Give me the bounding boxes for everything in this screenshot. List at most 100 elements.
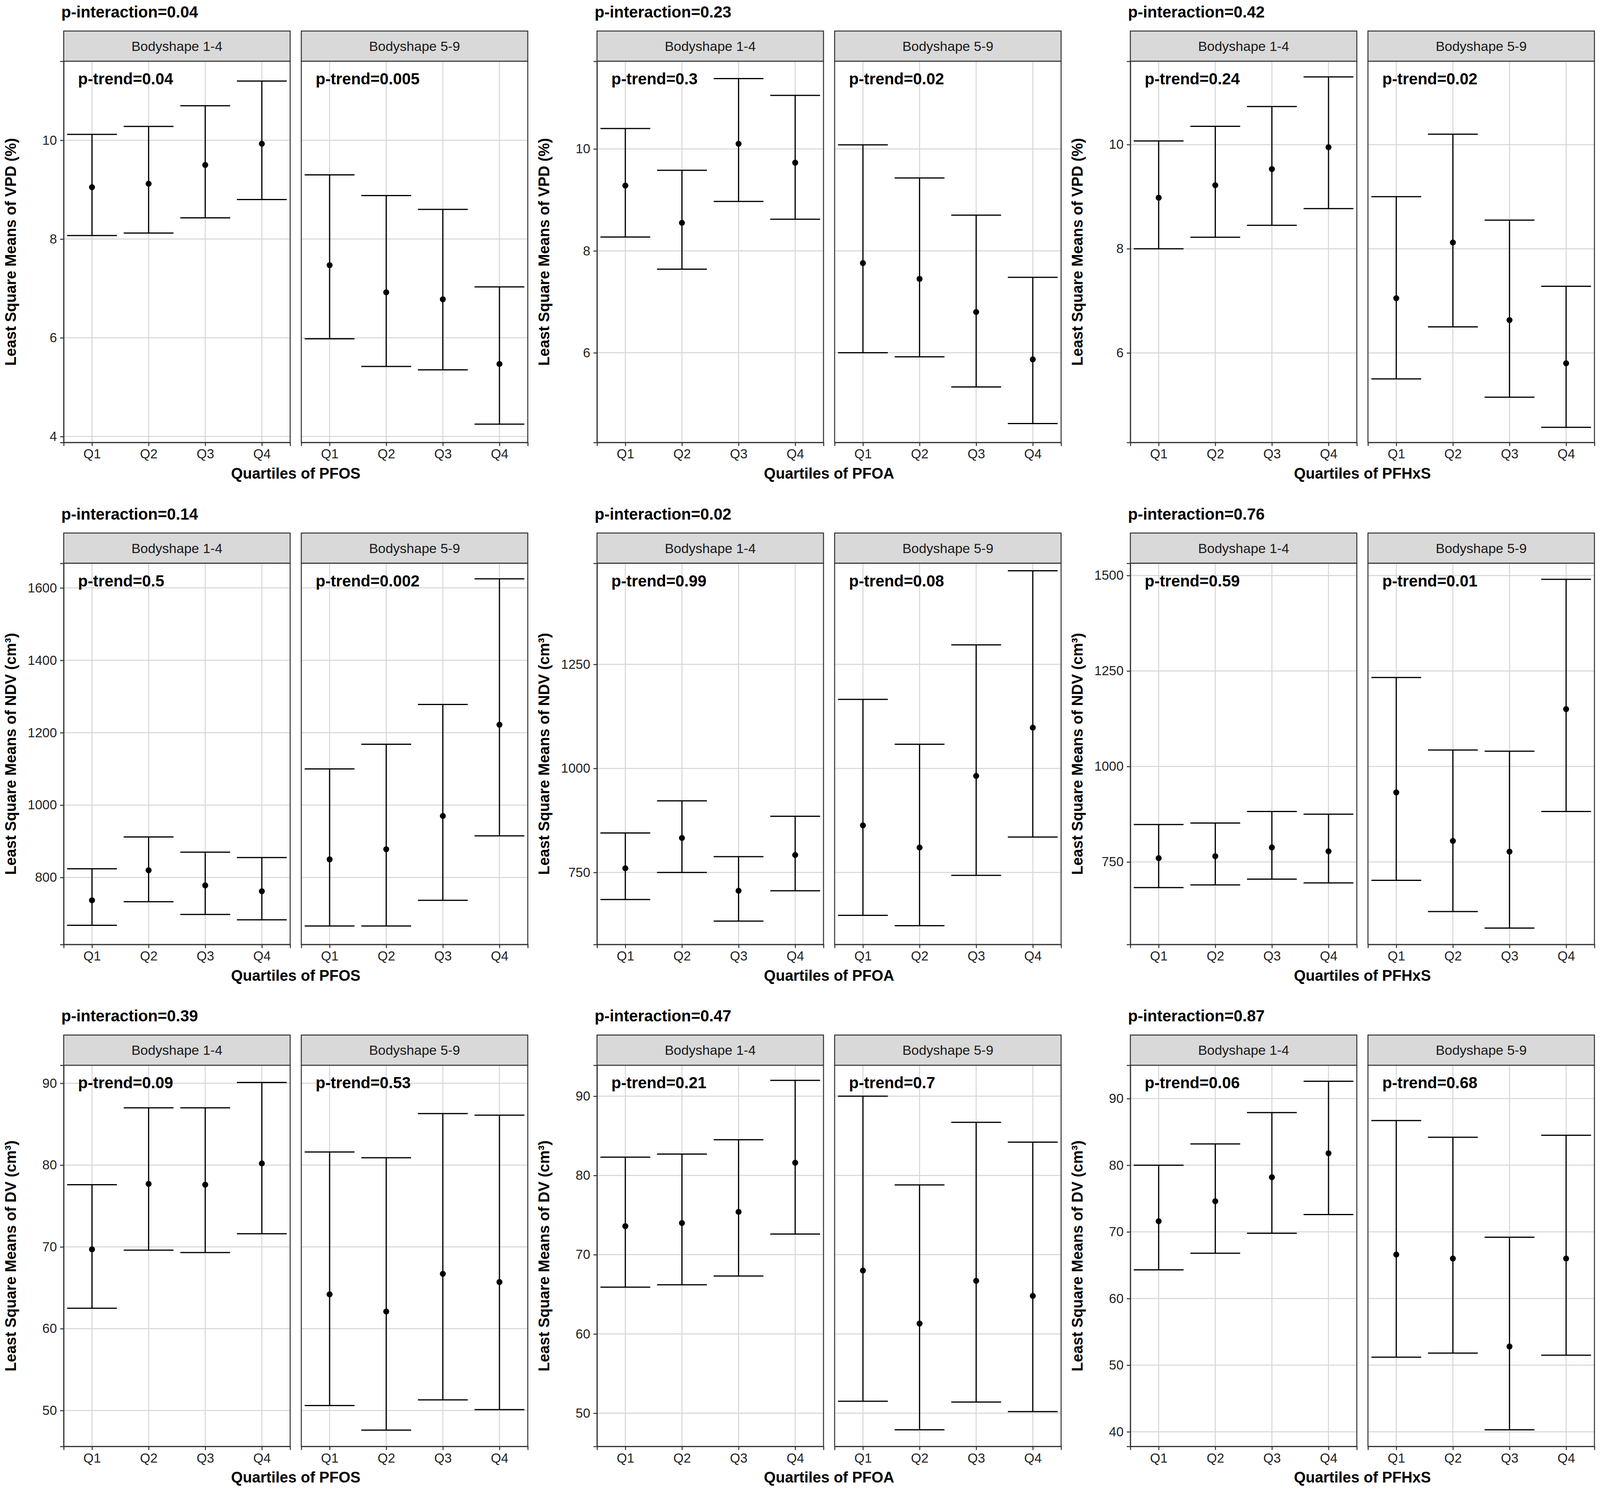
- tick: Q1: [854, 442, 873, 462]
- error-bar: [838, 1096, 888, 1402]
- grid-line: [1328, 563, 1330, 945]
- tick: Q3: [729, 944, 748, 964]
- tick-mark: [1032, 944, 1034, 949]
- tick: Q4: [786, 1446, 804, 1466]
- x-axis: Q1Q2Q3Q4: [64, 1446, 291, 1466]
- x-axis: Q1Q2Q3Q4: [301, 944, 529, 964]
- tick: 90: [575, 1088, 598, 1104]
- tick-label: 1400: [27, 653, 57, 668]
- strip: [1130, 533, 1357, 564]
- x-axis: Q1Q2Q3Q4: [1368, 442, 1595, 462]
- tick-label: Q1: [616, 446, 635, 462]
- tick: 6: [49, 330, 64, 346]
- grid-line: [597, 768, 824, 770]
- point: [1449, 239, 1456, 246]
- axis-line: [593, 61, 598, 443]
- grid-line: [834, 664, 1062, 666]
- tick-mark: [60, 1164, 64, 1167]
- grid-line: [301, 238, 528, 240]
- panel-background: [834, 1065, 1062, 1447]
- grid-line: [834, 1333, 1062, 1335]
- tick-mark: [919, 944, 921, 949]
- tick-mark: [1395, 944, 1398, 949]
- axis-line: [64, 944, 291, 949]
- annotation: p-trend=0.99: [611, 572, 707, 590]
- annotation: p-trend=0.53: [315, 1074, 411, 1092]
- point: [383, 289, 390, 296]
- strip-label: Bodyshape 1-4: [664, 38, 756, 54]
- tick: 6: [1116, 345, 1131, 361]
- point: [622, 182, 629, 189]
- tick: 40: [1108, 1424, 1131, 1440]
- tick-mark: [1509, 944, 1511, 949]
- error-bar: [838, 699, 888, 916]
- tick-mark: [1126, 1365, 1131, 1367]
- tick-label: Q1: [1150, 446, 1168, 462]
- tick-label: Q1: [854, 446, 873, 462]
- tick-label: Q4: [786, 446, 804, 462]
- point: [973, 773, 980, 780]
- point: [89, 897, 96, 904]
- tick-label: Q4: [1024, 1451, 1042, 1466]
- chart-cell: p-interaction=0.23Least Square Means of …: [535, 3, 1062, 482]
- tick-label: 60: [575, 1326, 591, 1342]
- axis-line: [835, 944, 1062, 949]
- panel-background: [597, 61, 824, 443]
- point: [1155, 1218, 1162, 1225]
- tick-label: Q3: [1500, 1451, 1519, 1466]
- x-axis: Q1Q2Q3Q4: [597, 944, 824, 964]
- error-bar: [1007, 1142, 1058, 1413]
- tick-mark: [261, 1446, 263, 1451]
- grid-line: [63, 659, 291, 662]
- tick-mark: [681, 944, 683, 949]
- error-bar: [67, 134, 118, 236]
- tick: 80: [575, 1168, 598, 1183]
- tick: 1400: [27, 653, 64, 668]
- tick-mark: [442, 442, 444, 447]
- tick: Q1: [1387, 442, 1406, 462]
- grid-line: [1130, 1298, 1357, 1300]
- tick: Q2: [140, 1446, 158, 1466]
- error-bar: [951, 1122, 1001, 1403]
- tick-label: 70: [575, 1247, 591, 1263]
- tick-mark: [1565, 944, 1567, 949]
- tick: Q4: [1557, 1446, 1575, 1466]
- chart-cell: p-interaction=0.76Least Square Means of …: [1069, 505, 1595, 985]
- tick: Q3: [196, 1446, 215, 1466]
- error-bar: [713, 1140, 764, 1277]
- error-bar: [474, 286, 525, 425]
- tick-label: 90: [42, 1076, 57, 1091]
- error-bar: [894, 744, 945, 927]
- tick: Q4: [490, 1446, 509, 1466]
- tick-mark: [60, 238, 64, 240]
- panel-frame: [1367, 563, 1595, 945]
- grid-line: [1367, 1431, 1595, 1433]
- tick-label: Q2: [673, 1451, 691, 1466]
- error-bar: [236, 857, 287, 920]
- tick-mark: [681, 442, 683, 447]
- tick: Q4: [1319, 442, 1338, 462]
- point: [1506, 848, 1513, 855]
- annotation: p-trend=0.09: [78, 1074, 174, 1092]
- grid-line: [1367, 1231, 1595, 1234]
- panel-background: [301, 1065, 528, 1447]
- annotation: p-trend=0.06: [1144, 1074, 1240, 1092]
- tick-mark: [261, 442, 263, 447]
- tick-label: 1200: [27, 725, 57, 741]
- tick: Q3: [967, 944, 986, 964]
- tick-mark: [1126, 575, 1131, 577]
- panel-frame: [834, 61, 1062, 443]
- error-bar: [304, 768, 355, 927]
- point: [860, 1268, 867, 1275]
- grid-line: [63, 732, 291, 734]
- tick-label: Q1: [854, 948, 873, 964]
- strip: [301, 533, 528, 564]
- tick-mark: [919, 442, 921, 447]
- tick-label: Q1: [321, 446, 339, 462]
- strip-label: Bodyshape 1-4: [1198, 1042, 1290, 1058]
- tick: Q2: [377, 1446, 396, 1466]
- axis-line: [597, 442, 824, 447]
- tick-mark: [1126, 766, 1131, 768]
- grid-line: [1367, 1365, 1595, 1367]
- panel-frame: [1367, 61, 1595, 443]
